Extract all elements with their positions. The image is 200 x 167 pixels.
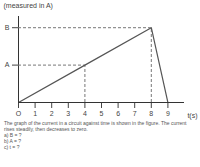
- svg-text:B: B: [5, 24, 10, 31]
- html-text:The graph of the current in a: The graph of the current in a circuit ag…: [4, 120, 187, 132]
- svg-text:6: 6: [116, 110, 120, 117]
- html-text:b) A = ?: b) A = ?: [4, 138, 22, 144]
- svg-text:O: O: [16, 110, 22, 117]
- svg-text:7: 7: [133, 110, 137, 117]
- svg-text:1: 1: [33, 110, 37, 117]
- svg-text:5: 5: [100, 110, 104, 117]
- svg-text:9: 9: [166, 110, 170, 117]
- svg-text:A: A: [5, 61, 10, 68]
- html-text:c) t = ?: c) t = ?: [4, 144, 20, 150]
- svg-text:(measured in A): (measured in A): [4, 2, 53, 10]
- html-text:a) B = ?: a) B = ?: [4, 132, 22, 138]
- svg-text:4: 4: [83, 110, 87, 117]
- svg-text:t(s): t(s): [187, 112, 197, 120]
- svg-text:3: 3: [66, 110, 70, 117]
- svg-text:2: 2: [50, 110, 54, 117]
- svg-text:8: 8: [149, 110, 153, 117]
